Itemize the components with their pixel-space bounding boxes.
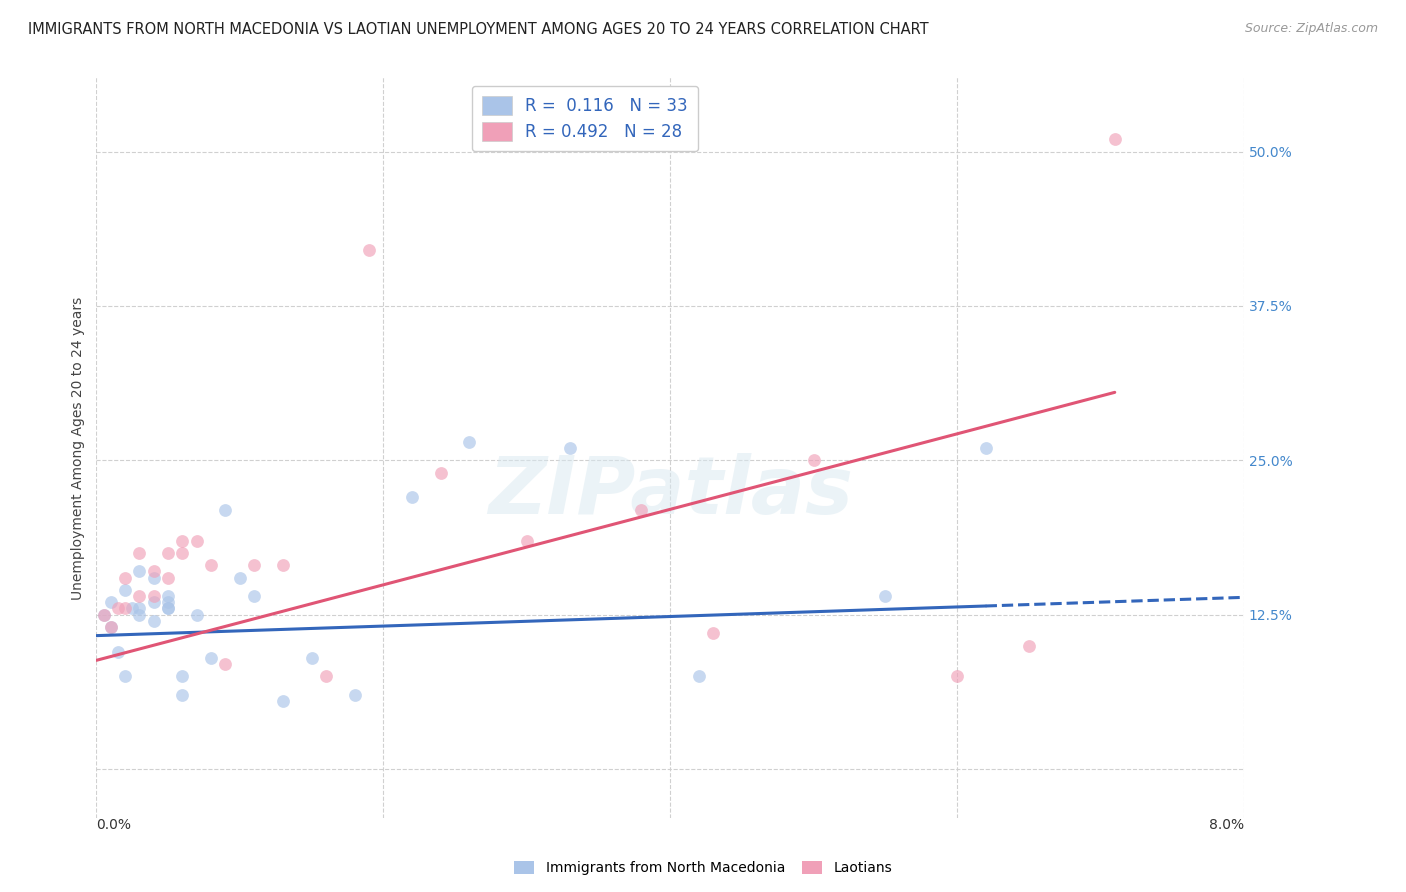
- Point: [429, 466, 451, 480]
- Point: [271, 694, 294, 708]
- Text: ZIPatlas: ZIPatlas: [488, 453, 852, 532]
- Point: [172, 533, 194, 548]
- Text: IMMIGRANTS FROM NORTH MACEDONIA VS LAOTIAN UNEMPLOYMENT AMONG AGES 20 TO 24 YEAR: IMMIGRANTS FROM NORTH MACEDONIA VS LAOTI…: [28, 22, 929, 37]
- Point: [100, 620, 122, 634]
- Point: [301, 651, 323, 665]
- Point: [229, 571, 252, 585]
- Text: 0.0%: 0.0%: [97, 818, 131, 832]
- Point: [128, 565, 150, 579]
- Point: [702, 626, 724, 640]
- Point: [107, 645, 129, 659]
- Point: [401, 491, 423, 505]
- Point: [128, 607, 150, 622]
- Point: [157, 571, 180, 585]
- Point: [142, 589, 165, 603]
- Point: [875, 589, 897, 603]
- Point: [114, 582, 136, 597]
- Text: Source: ZipAtlas.com: Source: ZipAtlas.com: [1244, 22, 1378, 36]
- Point: [214, 657, 236, 671]
- Point: [243, 589, 266, 603]
- Point: [142, 595, 165, 609]
- Point: [157, 601, 180, 615]
- Point: [803, 453, 825, 467]
- Point: [93, 607, 115, 622]
- Point: [114, 601, 136, 615]
- Point: [142, 614, 165, 628]
- Point: [172, 546, 194, 560]
- Legend: R =  0.116   N = 33, R = 0.492   N = 28: R = 0.116 N = 33, R = 0.492 N = 28: [472, 86, 697, 151]
- Point: [142, 571, 165, 585]
- Point: [315, 669, 337, 683]
- Point: [157, 589, 180, 603]
- Point: [157, 595, 180, 609]
- Point: [214, 502, 236, 516]
- Point: [458, 434, 481, 449]
- Point: [516, 533, 538, 548]
- Point: [142, 565, 165, 579]
- Point: [688, 669, 710, 683]
- Point: [128, 601, 150, 615]
- Point: [186, 607, 208, 622]
- Point: [558, 441, 581, 455]
- Point: [343, 688, 366, 702]
- Point: [114, 571, 136, 585]
- Point: [243, 558, 266, 573]
- Point: [157, 546, 180, 560]
- Point: [630, 502, 652, 516]
- Point: [114, 669, 136, 683]
- Point: [172, 688, 194, 702]
- Point: [107, 601, 129, 615]
- Point: [121, 601, 143, 615]
- Point: [186, 533, 208, 548]
- Point: [100, 595, 122, 609]
- Legend: Immigrants from North Macedonia, Laotians: Immigrants from North Macedonia, Laotian…: [508, 855, 898, 880]
- Y-axis label: Unemployment Among Ages 20 to 24 years: Unemployment Among Ages 20 to 24 years: [72, 296, 86, 599]
- Point: [172, 669, 194, 683]
- Text: 8.0%: 8.0%: [1209, 818, 1244, 832]
- Point: [200, 558, 222, 573]
- Point: [200, 651, 222, 665]
- Point: [157, 601, 180, 615]
- Point: [974, 441, 997, 455]
- Point: [271, 558, 294, 573]
- Point: [357, 244, 380, 258]
- Point: [128, 589, 150, 603]
- Point: [946, 669, 969, 683]
- Point: [93, 607, 115, 622]
- Point: [100, 620, 122, 634]
- Point: [128, 546, 150, 560]
- Point: [1018, 639, 1040, 653]
- Point: [1104, 132, 1126, 146]
